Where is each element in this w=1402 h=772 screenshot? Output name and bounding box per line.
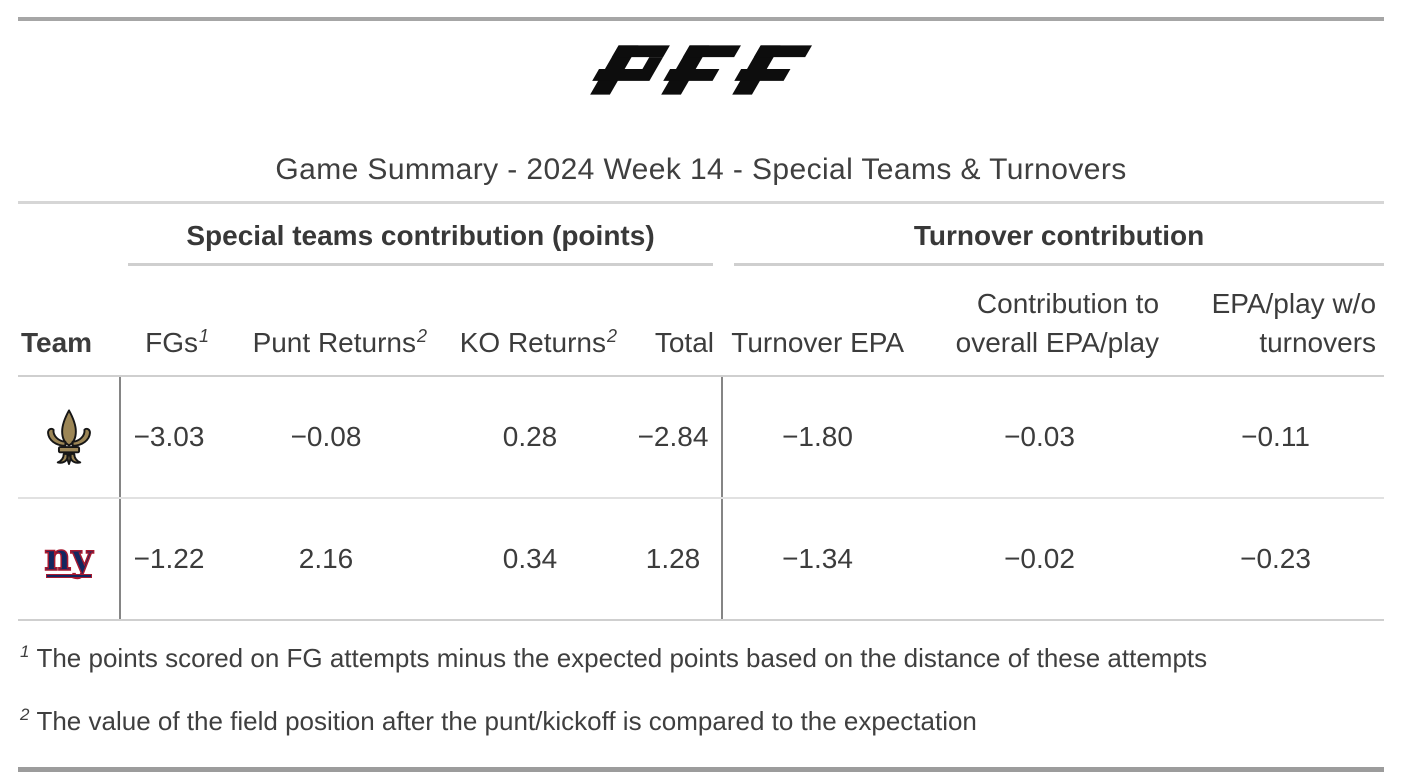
page-title: Game Summary - 2024 Week 14 - Special Te… bbox=[275, 153, 1127, 186]
footnote-ref-2: 2 bbox=[606, 325, 617, 346]
cell-saints-punt-returns: −0.08 bbox=[217, 376, 435, 499]
top-rule bbox=[18, 17, 1384, 21]
footnote-2-marker: 2 bbox=[20, 705, 30, 725]
cell-saints-ko-returns: 0.28 bbox=[435, 376, 625, 499]
footnotes: 1 The points scored on FG attempts minus … bbox=[18, 621, 1384, 738]
cell-giants-total: 1.28 bbox=[625, 498, 724, 621]
col-header-turnover-epa: Turnover EPA bbox=[722, 266, 913, 377]
footnote-1: 1 The points scored on FG attempts minus … bbox=[20, 641, 1382, 675]
title-rule bbox=[18, 201, 1384, 204]
cell-saints-fgs: −3.03 bbox=[120, 376, 217, 499]
col-header-punt-returns: Punt Returns2 bbox=[217, 266, 435, 377]
spanner-special-teams: Special teams contribution (points) bbox=[128, 204, 714, 266]
col-header-fgs: FGs1 bbox=[120, 266, 217, 377]
cell-saints-total: −2.84 bbox=[625, 376, 724, 499]
giants-logo-underline bbox=[45, 573, 92, 578]
team-cell-saints bbox=[18, 376, 121, 499]
cell-giants-contribution: −0.02 bbox=[912, 498, 1168, 621]
pff-logo-svg bbox=[590, 45, 812, 95]
giants-ny-wordmark: ny bbox=[44, 534, 94, 579]
pff-logo-icon bbox=[18, 45, 1384, 99]
footnote-2-text: The value of the field position after th… bbox=[36, 706, 977, 736]
saints-logo-icon bbox=[18, 408, 119, 466]
col-header-epa-play-wo-turnovers: EPA/play w/o turnovers bbox=[1167, 266, 1385, 377]
col-header-team: Team bbox=[18, 266, 120, 377]
cell-saints-epa-wo-turnovers: −0.11 bbox=[1167, 376, 1385, 499]
column-header-row: Team FGs1 Punt Returns2 KO Returns2 Tota… bbox=[18, 266, 1385, 377]
team-cell-giants: ny bbox=[18, 498, 121, 621]
cell-giants-fgs: −1.22 bbox=[120, 498, 217, 621]
footnote-1-text: The points scored on FG attempts minus t… bbox=[36, 643, 1208, 673]
col-header-contribution-epa-play: Contribution to overall EPA/play bbox=[912, 266, 1168, 377]
table-row-giants: ny −1.22 2.16 0.34 1.28 −1.34 −0.02 −0.2… bbox=[18, 498, 1385, 621]
game-summary-table: Special teams contribution (points) Turn… bbox=[18, 204, 1385, 621]
footnote-2: 2 The value of the field position after t… bbox=[20, 704, 1382, 738]
cell-giants-punt-returns: 2.16 bbox=[217, 498, 435, 621]
spanner-row: Special teams contribution (points) Turn… bbox=[18, 204, 1385, 266]
giants-logo-icon: ny bbox=[18, 534, 119, 579]
table-row-saints: −3.03 −0.08 0.28 −2.84 −1.80 −0.03 −0.11 bbox=[18, 376, 1385, 499]
cell-giants-ko-returns: 0.34 bbox=[435, 498, 625, 621]
bottom-rule bbox=[18, 767, 1384, 772]
footnote-ref-1: 1 bbox=[198, 325, 209, 346]
cell-giants-epa-wo-turnovers: −0.23 bbox=[1167, 498, 1385, 621]
footnote-ref-2: 2 bbox=[416, 325, 427, 346]
col-header-ko-returns: KO Returns2 bbox=[435, 266, 625, 377]
spanner-turnover: Turnover contribution bbox=[734, 204, 1385, 266]
cell-giants-turnover-epa: −1.34 bbox=[722, 498, 913, 621]
spanner-spacer bbox=[18, 204, 120, 266]
cell-saints-turnover-epa: −1.80 bbox=[722, 376, 913, 499]
footnote-1-marker: 1 bbox=[20, 642, 30, 662]
cell-saints-contribution: −0.03 bbox=[912, 376, 1168, 499]
col-header-total: Total bbox=[625, 266, 723, 377]
